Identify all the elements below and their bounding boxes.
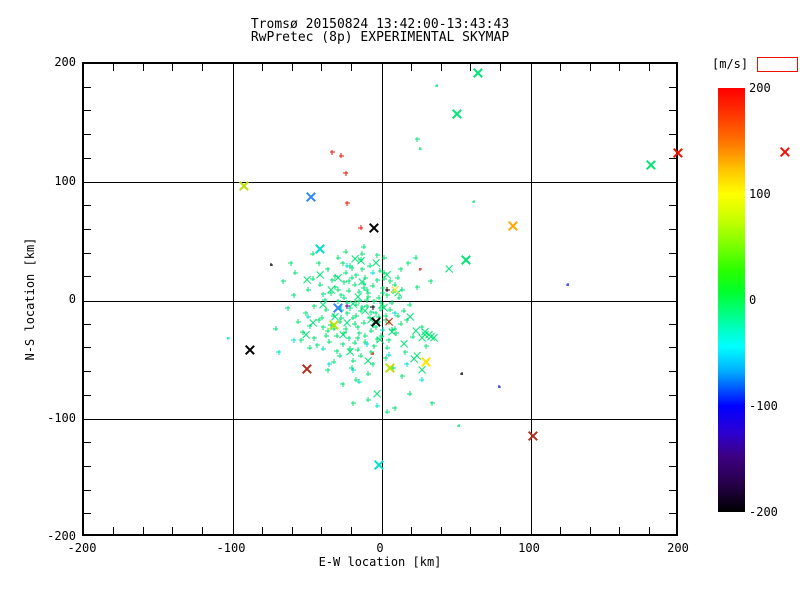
- y-minor-tick: [84, 394, 91, 396]
- y-minor-tick: [669, 157, 676, 159]
- colorbar-tick-label: 200: [749, 81, 771, 95]
- x-gridline: [232, 64, 234, 534]
- colorbar-tick-label: -100: [749, 399, 778, 413]
- plot-title-block: Tromsø 20150824 13:42:00-13:43:43 RwPret…: [82, 18, 678, 44]
- y-minor-tick: [84, 228, 91, 230]
- x-minor-tick: [649, 527, 651, 534]
- y-minor-tick: [84, 442, 91, 444]
- plot-area: [82, 62, 678, 536]
- x-minor-tick: [112, 64, 114, 71]
- colorbar-tick-label: 100: [749, 187, 771, 201]
- y-minor-tick: [669, 489, 676, 491]
- y-minor-tick: [669, 371, 676, 373]
- y-gridline: [84, 300, 676, 302]
- y-minor-tick: [84, 86, 91, 88]
- x-minor-tick: [559, 527, 561, 534]
- x-tick-label: -200: [67, 541, 97, 555]
- y-minor-tick: [84, 513, 91, 515]
- colorbar-unit-label: [m/s]: [712, 57, 749, 71]
- x-minor-tick: [261, 527, 263, 534]
- y-minor-tick: [669, 513, 676, 515]
- red-frame: [757, 57, 798, 72]
- x-tick-label: 100: [518, 541, 540, 555]
- y-minor-tick: [669, 252, 676, 254]
- x-minor-tick: [172, 64, 174, 71]
- marker-stroke: [780, 147, 791, 158]
- x-minor-tick: [619, 527, 621, 534]
- x-minor-tick: [202, 64, 204, 71]
- x-minor-tick: [440, 527, 442, 534]
- x-minor-tick: [291, 527, 293, 534]
- x-minor-tick: [589, 527, 591, 534]
- y-gridline: [84, 419, 676, 420]
- y-tick-label: 100: [54, 173, 76, 188]
- y-gridline: [84, 182, 676, 183]
- colorbar-tick-label: -200: [749, 505, 778, 519]
- x-minor-tick: [291, 64, 293, 71]
- x-minor-tick: [559, 64, 561, 71]
- plot-subtitle: RwPretec (8p) EXPERIMENTAL SKYMAP: [250, 30, 510, 45]
- x-minor-tick: [619, 64, 621, 71]
- y-minor-tick: [669, 228, 676, 230]
- x-minor-tick: [500, 64, 502, 71]
- y-minor-tick: [669, 442, 676, 444]
- y-minor-tick: [84, 205, 91, 207]
- x-minor-tick: [589, 64, 591, 71]
- y-minor-tick: [84, 276, 91, 278]
- y-minor-tick: [84, 134, 91, 136]
- x-minor-tick: [410, 64, 412, 71]
- x-minor-tick: [172, 527, 174, 534]
- y-tick-label: 200: [54, 55, 76, 69]
- x-minor-tick: [649, 64, 651, 71]
- x-tick-label: 0: [376, 541, 384, 555]
- y-minor-tick: [84, 489, 91, 491]
- x-minor-tick: [500, 527, 502, 534]
- y-minor-tick: [84, 110, 91, 112]
- y-minor-tick: [669, 110, 676, 112]
- x-axis-label: E-W location [km]: [318, 555, 442, 569]
- marker-stroke: [780, 147, 791, 158]
- y-minor-tick: [84, 157, 91, 159]
- y-tick-label: -100: [47, 410, 76, 425]
- scatter-marker: [780, 147, 791, 158]
- x-minor-tick: [470, 64, 472, 71]
- y-minor-tick: [669, 394, 676, 396]
- x-gridline: [381, 64, 383, 534]
- x-tick-label: 200: [667, 541, 689, 555]
- y-minor-tick: [84, 323, 91, 325]
- y-minor-tick: [669, 347, 676, 349]
- x-minor-tick: [321, 527, 323, 534]
- colorbar: [718, 88, 745, 512]
- plot-title: Tromsø 20150824 13:42:00-13:43:43: [250, 17, 510, 32]
- x-minor-tick: [112, 527, 114, 534]
- y-minor-tick: [669, 205, 676, 207]
- y-minor-tick: [669, 276, 676, 278]
- x-minor-tick: [142, 527, 144, 534]
- x-minor-tick: [261, 64, 263, 71]
- y-minor-tick: [84, 347, 91, 349]
- x-minor-tick: [142, 64, 144, 71]
- y-minor-tick: [669, 323, 676, 325]
- x-minor-tick: [202, 527, 204, 534]
- y-tick-label: -200: [47, 529, 76, 543]
- x-minor-tick: [410, 527, 412, 534]
- x-minor-tick: [440, 64, 442, 71]
- y-minor-tick: [84, 371, 91, 373]
- x-minor-tick: [321, 64, 323, 71]
- x-minor-tick: [470, 527, 472, 534]
- x-gridline: [530, 64, 532, 534]
- x-tick-label: -100: [216, 541, 246, 555]
- y-tick-label: 0: [68, 292, 76, 306]
- y-minor-tick: [669, 465, 676, 467]
- y-minor-tick: [84, 252, 91, 254]
- x-minor-tick: [351, 64, 353, 71]
- colorbar-tick-label: 0: [749, 293, 757, 307]
- y-minor-tick: [669, 86, 676, 88]
- x-minor-tick: [351, 527, 353, 534]
- y-minor-tick: [669, 134, 676, 136]
- y-minor-tick: [84, 465, 91, 467]
